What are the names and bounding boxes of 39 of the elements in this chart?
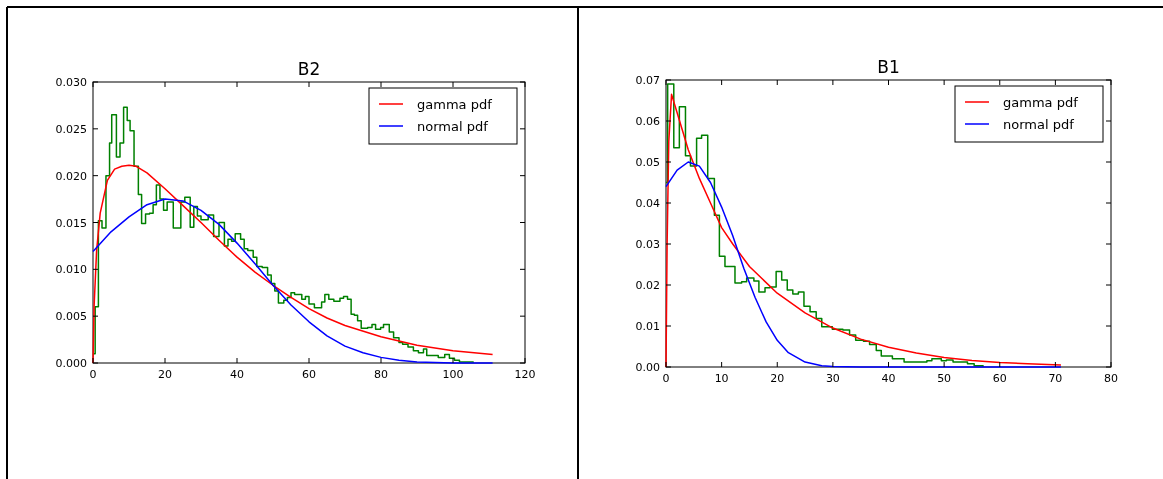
y-tick-label: 0.06 <box>635 115 660 128</box>
line-series <box>665 161 1062 368</box>
y-tick-label: 0.005 <box>55 310 87 324</box>
y-tick-label: 0.00 <box>635 361 660 374</box>
y-tick-label: 0.07 <box>635 74 660 87</box>
legend-label: gamma pdf <box>1003 95 1079 110</box>
x-tick-label: 80 <box>1104 372 1118 385</box>
chart-title: B2 <box>297 59 321 79</box>
y-tick-label: 0.03 <box>635 238 660 251</box>
x-tick-label: 20 <box>770 372 785 385</box>
y-tick-label: 0.030 <box>55 76 87 89</box>
x-tick-label: 50 <box>937 372 952 385</box>
legend-label: normal pdf <box>417 119 489 134</box>
x-tick-label: 120 <box>514 368 536 381</box>
y-tick-label: 0.015 <box>55 216 87 230</box>
legend-label: normal pdf <box>1003 117 1075 132</box>
y-tick-label: 0.025 <box>55 122 87 136</box>
y-tick-label: 0.000 <box>55 357 87 370</box>
line-series <box>92 198 494 364</box>
x-tick-label: 80 <box>374 368 388 381</box>
x-tick-label: 20 <box>158 368 172 381</box>
x-tick-label: 60 <box>302 368 316 381</box>
chart-title: B1 <box>877 57 900 77</box>
x-tick-label: 40 <box>230 368 244 381</box>
x-tick-label: 10 <box>714 372 729 385</box>
y-tick-label: 0.04 <box>635 197 660 210</box>
x-tick-label: 0 <box>89 368 97 381</box>
x-tick-label: 100 <box>442 368 464 381</box>
x-tick-label: 30 <box>825 372 840 385</box>
y-tick-label: 0.010 <box>55 263 87 277</box>
y-tick-label: 0.01 <box>635 320 660 333</box>
x-tick-label: 60 <box>992 372 1007 385</box>
y-tick-label: 0.05 <box>635 156 660 169</box>
legend-label: gamma pdf <box>417 97 493 112</box>
x-tick-label: 0 <box>662 372 670 385</box>
y-tick-label: 0.020 <box>55 169 87 183</box>
x-tick-label: 70 <box>1048 372 1063 385</box>
x-tick-label: 40 <box>881 372 896 385</box>
y-tick-label: 0.02 <box>635 279 660 292</box>
